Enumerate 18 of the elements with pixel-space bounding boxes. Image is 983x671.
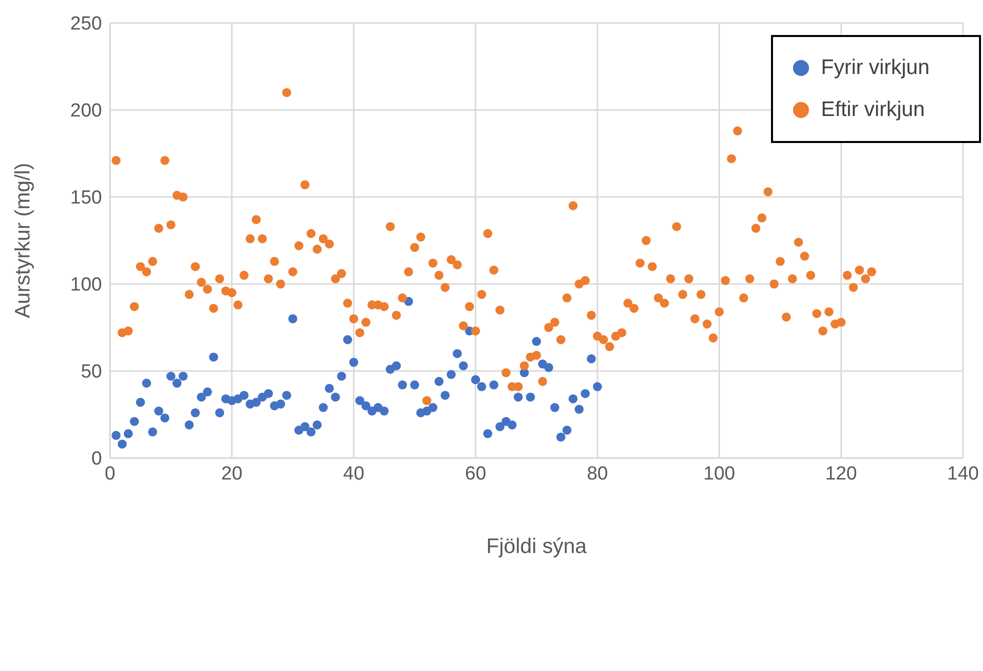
x-tick-label: 40	[343, 463, 364, 484]
y-tick-label: 250	[70, 14, 102, 35]
x-tick-label: 120	[825, 463, 857, 484]
x-tick-label: 60	[465, 463, 486, 484]
y-tick-label: 0	[91, 448, 102, 470]
x-tick-label: 20	[221, 463, 242, 484]
y-tick-label: 200	[70, 100, 102, 122]
x-tick-label: 100	[703, 463, 736, 484]
y-tick-label: 50	[80, 362, 102, 383]
x-tick-label: 140	[947, 463, 979, 484]
y-tick-label: 150	[70, 188, 102, 209]
legend-label: Fyrir virkjun	[821, 56, 930, 80]
x-tick-label: 80	[586, 463, 608, 484]
x-tick-label: 0	[104, 463, 116, 484]
y-axis-title: Aurstyrkur (mg/l)	[11, 162, 34, 318]
legend-label: Eftir virkjun	[821, 98, 925, 122]
x-axis-title: Fjöldi sýna	[486, 535, 587, 558]
y-tick-label: 100	[70, 274, 102, 296]
